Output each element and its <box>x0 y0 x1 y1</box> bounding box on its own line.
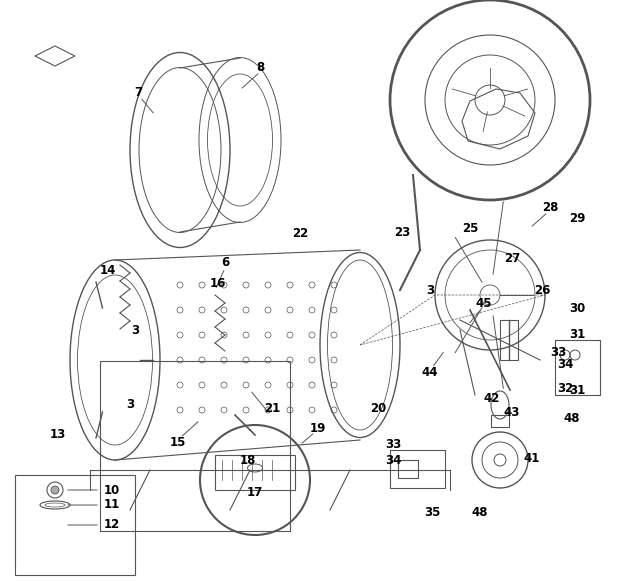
Text: 30: 30 <box>569 302 585 314</box>
Text: 17: 17 <box>247 486 263 498</box>
Bar <box>500 320 518 360</box>
Text: 11: 11 <box>104 498 120 511</box>
Text: 19: 19 <box>310 421 326 435</box>
Bar <box>215 455 295 490</box>
Text: 22: 22 <box>292 227 308 239</box>
Text: 43: 43 <box>504 407 520 419</box>
Text: 34: 34 <box>385 454 401 467</box>
Text: 12: 12 <box>104 518 120 532</box>
Text: 13: 13 <box>50 429 66 442</box>
Text: 10: 10 <box>104 483 120 497</box>
Text: 25: 25 <box>462 221 478 235</box>
Text: 44: 44 <box>422 367 438 379</box>
Bar <box>491 415 509 427</box>
Bar <box>15 475 135 575</box>
Text: 34: 34 <box>557 358 573 371</box>
Text: 18: 18 <box>240 454 256 467</box>
Text: 48: 48 <box>564 411 580 425</box>
Text: 3: 3 <box>126 399 134 411</box>
Text: 33: 33 <box>550 346 566 360</box>
Text: 28: 28 <box>542 200 558 213</box>
Text: 35: 35 <box>424 505 440 518</box>
Text: 16: 16 <box>210 277 226 289</box>
Text: 26: 26 <box>534 284 550 296</box>
Text: 31: 31 <box>569 383 585 396</box>
Text: 45: 45 <box>476 296 492 310</box>
Text: 48: 48 <box>472 507 488 519</box>
Text: 14: 14 <box>100 264 116 277</box>
Text: 29: 29 <box>569 211 585 224</box>
Text: 23: 23 <box>394 225 410 238</box>
Bar <box>555 340 600 395</box>
Circle shape <box>51 486 59 494</box>
Bar <box>398 460 418 478</box>
Text: 33: 33 <box>385 439 401 451</box>
Text: 31: 31 <box>569 328 585 342</box>
Text: 20: 20 <box>370 401 386 414</box>
Text: 15: 15 <box>170 436 186 450</box>
Text: 7: 7 <box>134 85 142 99</box>
Text: 21: 21 <box>264 401 280 414</box>
Bar <box>390 450 445 488</box>
Text: 32: 32 <box>557 382 573 394</box>
Text: 27: 27 <box>504 252 520 264</box>
Text: 41: 41 <box>524 451 540 464</box>
Text: 3: 3 <box>426 284 434 296</box>
Text: 42: 42 <box>484 392 500 404</box>
Text: 8: 8 <box>256 60 264 74</box>
Text: 3: 3 <box>131 324 139 336</box>
Text: 6: 6 <box>221 256 229 268</box>
